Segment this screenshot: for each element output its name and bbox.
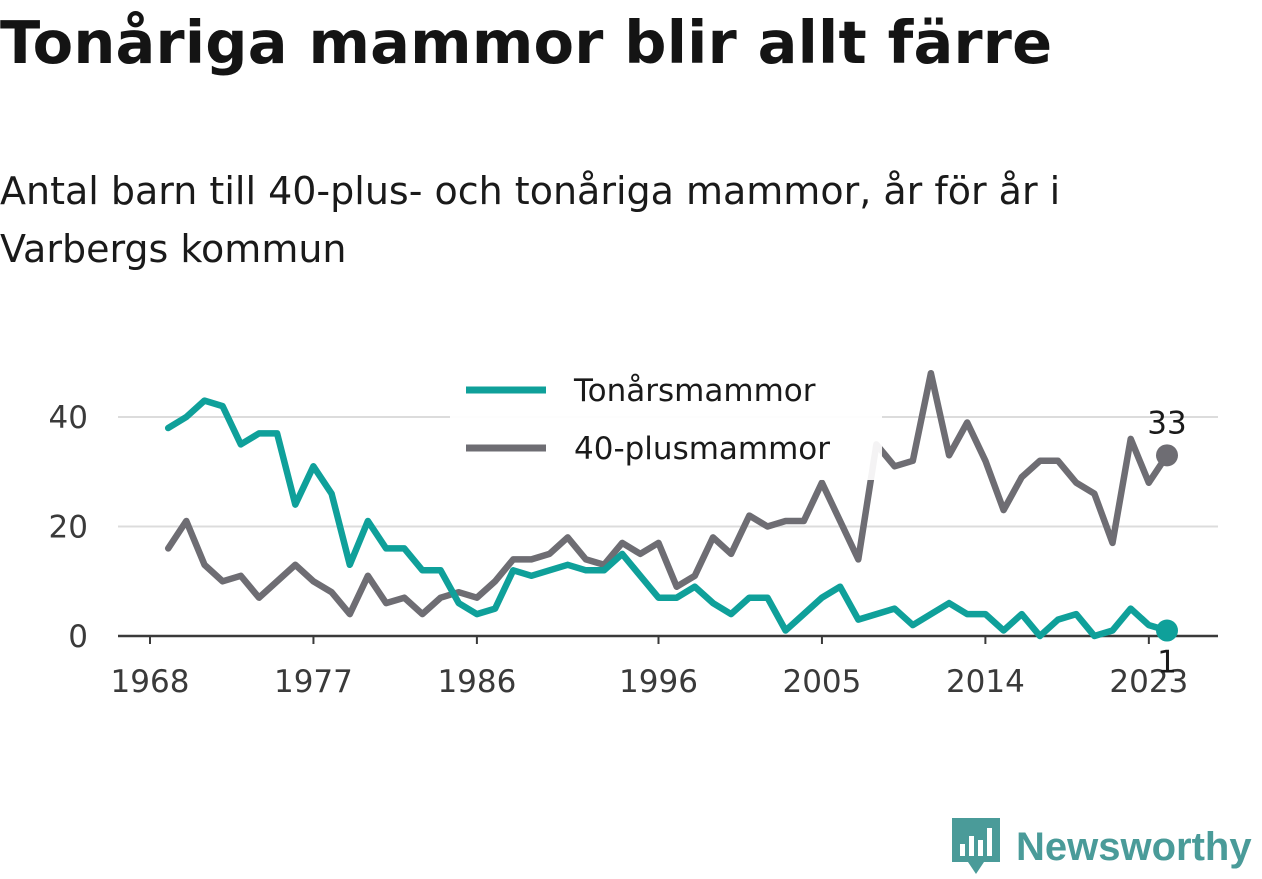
legend-label-1: 40-plusmammor — [574, 431, 830, 467]
legend: Tonårsmammor 40-plusmammor — [450, 370, 882, 480]
x-tick-label-1977: 1977 — [274, 664, 353, 700]
brand-logo: Newsworthy — [950, 816, 1252, 878]
series-line-1 — [164, 369, 1171, 618]
line-chart: 1968 1977 1986 1996 2005 2014 2023 0 20 40 Tonår… — [49, 369, 1218, 700]
chart-subtitle: Antal barn till 40-plus- och tonåriga ma… — [0, 169, 1061, 271]
y-tick-label-0: 0 — [68, 619, 88, 655]
end-marker-1 — [1156, 444, 1178, 467]
brand-name: Newsworthy — [1016, 824, 1252, 869]
x-axis: 1968 1977 1986 1996 2005 2014 2023 — [111, 634, 1218, 700]
y-tick-label-40: 40 — [49, 400, 88, 436]
end-marker-0 — [1156, 619, 1178, 642]
x-tick-label-2014: 2014 — [946, 664, 1025, 700]
newsworthy-logo-icon — [952, 818, 1000, 874]
y-axis: 0 20 40 — [49, 400, 88, 655]
x-tick-label-2005: 2005 — [782, 664, 861, 700]
x-tick-label-1968: 1968 — [111, 664, 190, 700]
end-label-1: 33 — [1147, 405, 1186, 441]
x-tick-label-1986: 1986 — [437, 664, 516, 700]
end-labels: 1 33 — [1147, 405, 1186, 680]
end-label-0: 1 — [1157, 645, 1177, 681]
x-tick-label-2023: 2023 — [1109, 664, 1188, 700]
chart-title: Tonåriga mammor blir allt färre — [0, 8, 1053, 77]
series-line-0 — [164, 397, 1171, 640]
x-tick-label-1996: 1996 — [619, 664, 698, 700]
series-lines — [164, 369, 1171, 640]
legend-label-0: Tonårsmammor — [573, 373, 816, 409]
y-tick-label-20: 20 — [49, 510, 88, 546]
